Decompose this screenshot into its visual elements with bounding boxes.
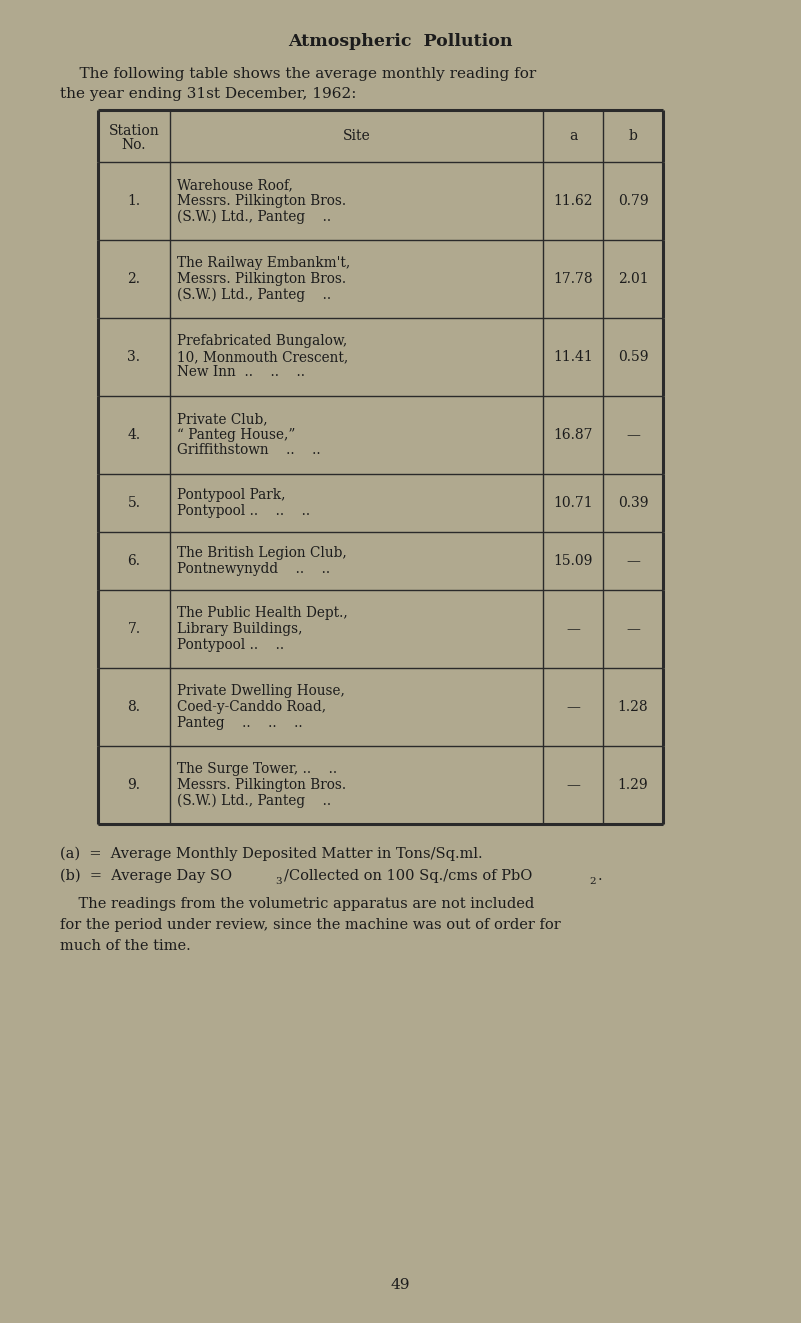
Text: b: b [629,130,638,143]
Text: (S.W.) Ltd., Panteg    ..: (S.W.) Ltd., Panteg .. [177,287,331,302]
Text: 11.41: 11.41 [553,351,593,364]
Text: 1.: 1. [127,194,140,208]
Text: The readings from the volumetric apparatus are not included: The readings from the volumetric apparat… [60,897,534,912]
Text: Messrs. Pilkington Bros.: Messrs. Pilkington Bros. [177,273,346,286]
Text: 5.: 5. [127,496,140,509]
Text: 11.62: 11.62 [553,194,593,208]
Text: 8.: 8. [127,700,140,714]
Text: Coed-y-Canddo Road,: Coed-y-Canddo Road, [177,700,326,714]
Text: Library Buildings,: Library Buildings, [177,622,303,636]
Text: 17.78: 17.78 [553,273,593,286]
Text: the year ending 31st December, 1962:: the year ending 31st December, 1962: [60,87,356,101]
Text: 7.: 7. [127,622,140,636]
Text: Warehouse Roof,: Warehouse Roof, [177,179,293,193]
Text: 2.01: 2.01 [618,273,648,286]
Text: Messrs. Pilkington Bros.: Messrs. Pilkington Bros. [177,778,346,792]
Text: 3: 3 [275,877,282,885]
Text: 49: 49 [390,1278,410,1293]
Text: 0.39: 0.39 [618,496,648,509]
Text: No.: No. [122,138,147,152]
Text: Site: Site [343,130,370,143]
Text: New Inn  ..    ..    ..: New Inn .. .. .. [177,365,305,380]
Text: Pontypool Park,: Pontypool Park, [177,488,285,503]
Text: “ Panteg House,”: “ Panteg House,” [177,429,296,442]
Text: —: — [566,700,580,714]
Text: Messrs. Pilkington Bros.: Messrs. Pilkington Bros. [177,194,346,208]
Text: Private Dwelling House,: Private Dwelling House, [177,684,345,699]
Text: much of the time.: much of the time. [60,939,191,953]
Text: 10, Monmouth Crescent,: 10, Monmouth Crescent, [177,351,348,364]
Text: 1.28: 1.28 [618,700,648,714]
Text: The Railway Embankm't,: The Railway Embankm't, [177,257,350,270]
Text: Prefabricated Bungalow,: Prefabricated Bungalow, [177,335,348,348]
Text: 2.: 2. [127,273,140,286]
Text: 0.59: 0.59 [618,351,648,364]
Text: 1.29: 1.29 [618,778,648,792]
Text: —: — [626,622,640,636]
Text: Atmospheric  Pollution: Atmospheric Pollution [288,33,513,50]
Text: 16.87: 16.87 [553,429,593,442]
Text: /Collected on 100 Sq./cms of PbO: /Collected on 100 Sq./cms of PbO [284,869,533,882]
Text: —: — [566,778,580,792]
Text: 9.: 9. [127,778,140,792]
Text: for the period under review, since the machine was out of order for: for the period under review, since the m… [60,918,561,931]
Text: Pontnewynydd    ..    ..: Pontnewynydd .. .. [177,562,330,576]
Text: (a)  =  Average Monthly Deposited Matter in Tons/Sq.ml.: (a) = Average Monthly Deposited Matter i… [60,847,483,861]
Text: —: — [566,622,580,636]
Text: The following table shows the average monthly reading for: The following table shows the average mo… [60,67,536,81]
Text: (S.W.) Ltd., Panteg    ..: (S.W.) Ltd., Panteg .. [177,209,331,224]
Text: Griffithstown    ..    ..: Griffithstown .. .. [177,443,320,458]
Text: —: — [626,429,640,442]
Text: a: a [569,130,578,143]
Text: .: . [598,869,602,882]
Text: The British Legion Club,: The British Legion Club, [177,546,347,560]
Text: 4.: 4. [127,429,140,442]
Text: Panteg    ..    ..    ..: Panteg .. .. .. [177,716,303,729]
Text: Pontypool ..    ..    ..: Pontypool .. .. .. [177,504,310,517]
Text: The Public Health Dept.,: The Public Health Dept., [177,606,348,620]
Text: 6.: 6. [127,554,140,568]
Text: 2: 2 [589,877,596,885]
Text: Pontypool ..    ..: Pontypool .. .. [177,638,284,651]
Text: 0.79: 0.79 [618,194,648,208]
Text: 10.71: 10.71 [553,496,593,509]
Text: Station: Station [109,124,159,138]
Text: (S.W.) Ltd., Panteg    ..: (S.W.) Ltd., Panteg .. [177,794,331,808]
Text: —: — [626,554,640,568]
Text: Private Club,: Private Club, [177,413,268,426]
Text: The Surge Tower, ..    ..: The Surge Tower, .. .. [177,762,337,777]
Text: 3.: 3. [127,351,140,364]
Text: (b)  =  Average Day SO: (b) = Average Day SO [60,869,232,884]
Text: 15.09: 15.09 [553,554,593,568]
